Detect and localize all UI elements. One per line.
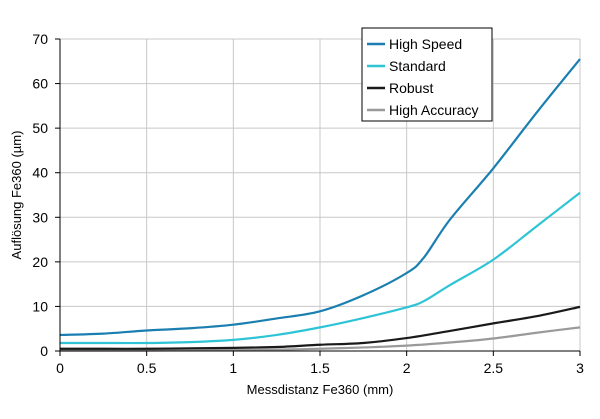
y-tick-label: 60 (32, 76, 48, 92)
y-tick-label: 10 (32, 298, 48, 314)
legend-label-high-accuracy: High Accuracy (389, 102, 478, 118)
y-tick-label: 30 (32, 209, 48, 225)
x-tick-label: 3 (576, 360, 584, 376)
y-tick-label: 20 (32, 254, 48, 270)
legend-box (361, 27, 493, 122)
legend-label-robust: Robust (389, 80, 433, 96)
grid (60, 38, 581, 351)
series-line-robust (59, 305, 581, 350)
y-tick-label: 70 (32, 31, 48, 47)
axes (55, 38, 581, 356)
legend: High Speed Standard Robust High Accuracy (361, 27, 493, 122)
legend-label-high-speed: High Speed (389, 36, 462, 52)
y-tick-label: 50 (32, 120, 48, 136)
y-tick-label: 0 (40, 343, 48, 359)
y-tick-labels: 0 10 20 30 40 50 60 70 (32, 31, 48, 359)
legend-label-standard: Standard (389, 58, 446, 74)
y-axis-title: Auflösung Fe360 (µm) (9, 131, 24, 260)
x-tick-label: 2 (403, 360, 411, 376)
series-line-high-speed (59, 58, 581, 337)
x-axis-title: Messdistanz Fe360 (mm) (247, 382, 394, 397)
x-tick-label: 0 (56, 360, 64, 376)
x-tick-label: 1 (229, 360, 237, 376)
x-tick-label: 2.5 (484, 360, 504, 376)
x-tick-label: 0.5 (137, 360, 157, 376)
series-line-standard (60, 191, 581, 345)
x-tick-labels: 0 0.5 1 1.5 2 2.5 3 (56, 360, 584, 376)
x-tick-label: 1.5 (310, 360, 330, 376)
y-tick-label: 40 (32, 165, 48, 181)
